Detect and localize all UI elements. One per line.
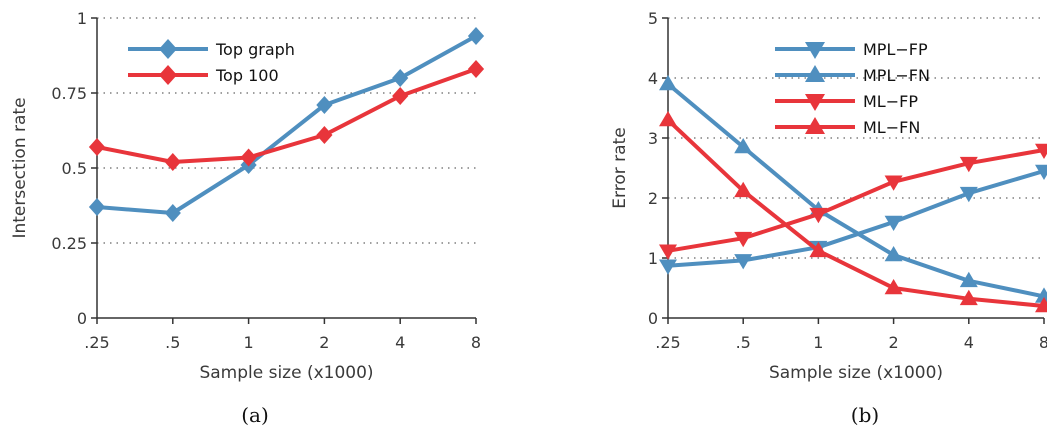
data-point-b-1-3 xyxy=(884,246,903,262)
series-line-b-1 xyxy=(666,82,1045,299)
series-line-b-3 xyxy=(666,118,1045,308)
y-tick-label-b-4: 4 xyxy=(648,69,658,88)
y-tick-label-b-2: 2 xyxy=(648,189,658,208)
data-point-b-3-4 xyxy=(959,289,978,306)
y-axis-label-b: Error rate xyxy=(610,127,630,208)
data-point-b-2-1 xyxy=(734,231,753,248)
data-point-b-1-1 xyxy=(734,138,753,154)
y-tick-label-b-3: 3 xyxy=(648,129,658,148)
legend-marker-b-1 xyxy=(805,65,825,82)
y-tick-label-a-2: 0.5 xyxy=(62,159,87,178)
x-tick-label-b-4: 4 xyxy=(964,333,974,352)
caption-b: (b) xyxy=(851,403,879,427)
data-point-b-0-3 xyxy=(884,215,903,231)
data-point-b-2-4 xyxy=(959,156,978,173)
x-tick-label-b-0: .25 xyxy=(655,333,680,352)
y-tick-label-b-5: 5 xyxy=(648,9,658,28)
legend-label-b-0: MPL−FP xyxy=(863,40,928,59)
y-tick-label-a-1: 0.25 xyxy=(51,234,87,253)
y-axis-label-a: Intersection rate xyxy=(10,97,30,238)
data-point-b-1-4 xyxy=(959,271,978,288)
legend-marker-b-0 xyxy=(805,42,825,59)
data-point-b-0-1 xyxy=(734,254,753,270)
legend-label-a-1: Top 100 xyxy=(215,66,279,85)
x-axis-label-b: Sample size (x1000) xyxy=(769,363,943,383)
chart-panel-b: 0 1 2 3 4 5 .25 .5 1 2 4 8 Sample size (x1000) Error … xyxy=(610,9,1047,383)
data-point-b-2-0 xyxy=(659,244,677,260)
data-point-b-3-5 xyxy=(1035,297,1047,313)
legend-marker-a-0 xyxy=(159,39,177,59)
data-point-a-0-3 xyxy=(316,96,333,114)
data-point-a-0-0 xyxy=(88,198,106,216)
x-tick-label-b-2: 1 xyxy=(813,333,823,352)
data-point-b-3-0 xyxy=(659,111,677,127)
data-point-b-3-2 xyxy=(809,241,828,258)
legend-label-b-1: MPL−FN xyxy=(863,66,930,85)
series-line-b-0 xyxy=(667,169,1045,268)
x-axis-label-a: Sample size (x1000) xyxy=(199,363,373,383)
legend-label-b-2: ML−FP xyxy=(863,92,918,111)
x-tick-label-a-0: .25 xyxy=(84,333,109,352)
caption-a: (a) xyxy=(241,403,269,427)
x-tick-label-a-2: 1 xyxy=(244,333,254,352)
data-point-b-1-0 xyxy=(659,75,677,91)
data-point-a-1-0 xyxy=(88,138,106,156)
y-tick-label-b-0: 0 xyxy=(648,309,658,328)
x-tick-label-a-5: 8 xyxy=(471,333,481,352)
data-point-b-0-0 xyxy=(659,259,677,275)
data-point-b-0-4 xyxy=(959,186,978,203)
series-line-a-1 xyxy=(96,67,477,164)
y-tick-label-a-4: 1 xyxy=(77,9,87,28)
data-point-b-2-5 xyxy=(1035,143,1047,159)
data-point-b-2-3 xyxy=(884,175,903,191)
chart-panel-a: 0 0.25 0.5 0.75 1 .25 .5 1 2 4 8 Sample size (x1000… xyxy=(10,9,485,383)
y-tick-label-a-3: 0.75 xyxy=(51,84,87,103)
data-point-a-0-5 xyxy=(467,27,485,45)
legend-label-b-3: ML−FN xyxy=(863,118,920,137)
x-tick-label-a-3: 2 xyxy=(319,333,329,352)
x-tick-label-b-1: .5 xyxy=(736,333,751,352)
data-point-a-1-3 xyxy=(316,126,333,144)
data-point-a-1-5 xyxy=(467,60,485,78)
data-point-a-1-2 xyxy=(240,148,257,167)
data-point-b-3-3 xyxy=(884,279,903,295)
x-tick-label-b-3: 2 xyxy=(889,333,899,352)
series-line-a-0 xyxy=(96,34,477,215)
legend-marker-a-1 xyxy=(159,65,177,85)
legend-label-a-0: Top graph xyxy=(215,40,295,59)
x-tick-label-a-4: 4 xyxy=(395,333,405,352)
data-point-b-2-2 xyxy=(809,207,828,224)
data-point-b-3-1 xyxy=(734,181,753,198)
data-point-a-0-1 xyxy=(164,204,181,222)
legend-marker-b-3 xyxy=(805,117,825,134)
data-point-a-1-1 xyxy=(164,153,181,171)
y-tick-label-a-0: 0 xyxy=(77,309,87,328)
data-point-a-0-4 xyxy=(392,69,409,87)
data-point-b-0-5 xyxy=(1035,164,1047,180)
y-tick-label-b-1: 1 xyxy=(648,249,658,268)
data-point-a-1-4 xyxy=(392,87,409,105)
series-line-b-2 xyxy=(667,148,1045,253)
x-tick-label-b-5: 8 xyxy=(1039,333,1047,352)
legend-marker-b-2 xyxy=(805,94,825,111)
x-tick-label-a-1: .5 xyxy=(165,333,180,352)
